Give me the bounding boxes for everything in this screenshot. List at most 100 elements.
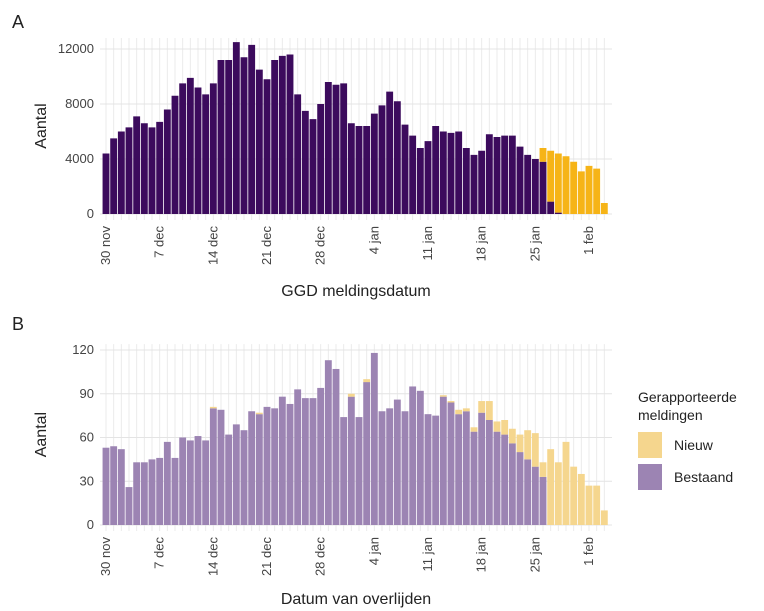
y-axis-title: Aantal <box>33 103 50 148</box>
bar-segment <box>309 119 317 214</box>
bar-segment <box>163 441 171 525</box>
bar-segment <box>286 403 294 525</box>
x-tick-label: 18 jan <box>474 226 489 261</box>
bar-segment <box>194 87 202 214</box>
bar-segment <box>501 420 509 435</box>
bar-segment <box>110 138 118 214</box>
x-tick-label: 7 dec <box>152 537 167 569</box>
bar-segment <box>577 473 585 525</box>
bar-segment <box>324 82 332 214</box>
panel-label: B <box>12 314 24 334</box>
bar-segment <box>600 203 608 214</box>
bar-segment <box>248 44 256 214</box>
bar-segment <box>432 126 440 214</box>
y-axis-title: Aantal <box>33 412 50 457</box>
bar-segment <box>401 124 409 214</box>
bar-segment <box>347 396 355 525</box>
bar-segment <box>240 57 248 214</box>
bar-segment <box>102 447 110 525</box>
bar-segment <box>455 409 463 415</box>
x-tick-label: 11 jan <box>420 226 435 260</box>
x-axis-title: Datum van overlijden <box>281 591 431 608</box>
bar-segment <box>516 434 524 453</box>
bar-segment <box>570 466 578 525</box>
bar-segment <box>309 398 317 525</box>
bar-segment <box>439 396 447 525</box>
legend-swatch <box>638 432 662 458</box>
bar-segment <box>455 414 463 525</box>
legend-label: Nieuw <box>674 437 714 453</box>
bar-segment <box>424 414 432 525</box>
bar-segment <box>493 431 501 525</box>
bar-segment <box>102 153 110 214</box>
bar-segment <box>255 414 263 525</box>
bar-segment <box>232 42 240 214</box>
bar-segment <box>439 395 447 397</box>
bar-segment <box>225 434 233 525</box>
bar-segment <box>363 382 371 525</box>
bar-segment <box>478 412 486 525</box>
bar-segment <box>485 401 493 421</box>
bar-segment <box>171 95 179 214</box>
bar-segment <box>508 428 516 444</box>
bar-segment <box>202 440 210 525</box>
bar-segment <box>355 417 363 525</box>
bar-segment <box>278 55 286 214</box>
bar-segment <box>508 443 516 525</box>
bar-segment <box>347 123 355 214</box>
bar-segment <box>140 462 148 525</box>
bar-segment <box>447 132 455 214</box>
bar-segment <box>140 123 148 214</box>
bar-segment <box>531 466 539 525</box>
bar-segment <box>585 485 593 525</box>
y-tick-label: 60 <box>80 430 94 445</box>
bar-segment <box>547 201 555 214</box>
x-tick-label: 25 jan <box>527 226 542 261</box>
bar-segment <box>470 431 478 525</box>
bar-segment <box>539 462 547 477</box>
y-tick-label: 30 <box>80 473 94 488</box>
bar-segment <box>524 154 532 214</box>
y-tick-label: 12000 <box>58 41 94 56</box>
x-tick-label: 4 jan <box>366 226 381 254</box>
bar-segment <box>600 510 608 525</box>
bar-segment <box>117 449 125 525</box>
bar-segment <box>501 135 509 214</box>
bar-segment <box>547 150 555 202</box>
bar-segment <box>209 406 217 409</box>
bar-segment <box>294 389 302 525</box>
bar-segment <box>570 161 578 214</box>
bar-segment <box>447 402 455 525</box>
bar-segment <box>179 83 187 214</box>
bar-segment <box>524 430 532 460</box>
bar-segment <box>577 171 585 214</box>
bar-segment <box>585 165 593 214</box>
bar-segment <box>554 153 562 213</box>
legend-label: Bestaand <box>674 469 733 485</box>
bar-segment <box>278 396 286 525</box>
panel-label: A <box>12 12 24 32</box>
bar-segment <box>462 148 470 214</box>
y-tick-label: 4000 <box>65 151 94 166</box>
bar-segment <box>539 161 547 214</box>
bar-segment <box>248 411 256 525</box>
x-tick-label: 28 dec <box>313 537 328 577</box>
bar-segment <box>547 449 555 525</box>
x-tick-label: 14 dec <box>205 226 220 266</box>
bar-segment <box>447 401 455 403</box>
bar-segment <box>301 110 309 214</box>
bar-segment <box>332 84 340 214</box>
bar-segment <box>386 408 394 525</box>
bar-segment <box>493 137 501 214</box>
bar-segment <box>202 94 210 214</box>
bar-segment <box>194 436 202 525</box>
y-tick-label: 90 <box>80 386 94 401</box>
bar-segment <box>209 83 217 214</box>
x-tick-label: 1 feb <box>581 537 596 566</box>
bar-segment <box>163 109 171 214</box>
bar-segment <box>485 134 493 214</box>
bar-segment <box>531 159 539 214</box>
x-tick-label: 21 dec <box>259 537 274 577</box>
bar-segment <box>363 379 371 383</box>
